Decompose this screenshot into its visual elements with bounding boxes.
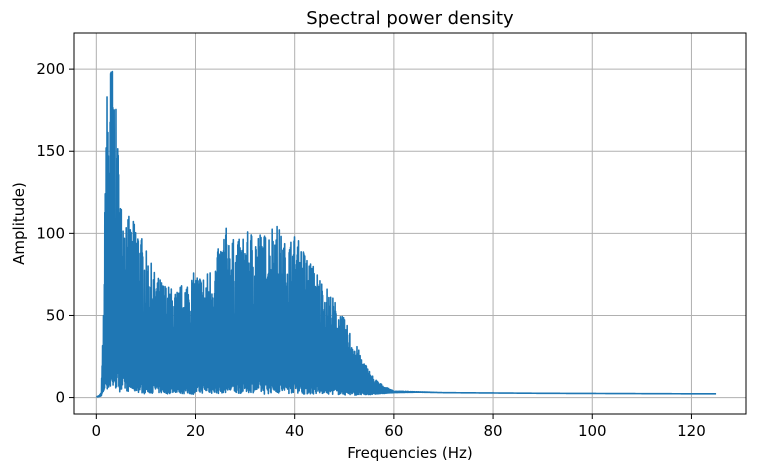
y-tick-label: 100 bbox=[36, 224, 65, 242]
tick-layer: 0 20 40 60 80 100 120 0 50 100 150 200 bbox=[36, 60, 705, 440]
y-tick-label: 150 bbox=[36, 142, 65, 160]
y-tick-label: 50 bbox=[46, 306, 65, 324]
plot-frame bbox=[73, 32, 747, 415]
x-axis-label: Frequencies (Hz) bbox=[347, 444, 472, 462]
x-tick-label: 40 bbox=[285, 422, 304, 440]
x-tick-label: 100 bbox=[578, 422, 607, 440]
data-layer bbox=[95, 70, 717, 398]
x-tick-label: 0 bbox=[92, 422, 102, 440]
grid-layer bbox=[74, 33, 746, 414]
y-axis-label: Amplitude) bbox=[10, 182, 28, 265]
x-tick-label: 120 bbox=[677, 422, 706, 440]
y-tick-label: 0 bbox=[55, 389, 65, 407]
chart-title: Spectral power density bbox=[306, 8, 514, 29]
x-tick-label: 20 bbox=[186, 422, 205, 440]
x-tick-label: 80 bbox=[484, 422, 503, 440]
spectrum-line bbox=[95, 70, 717, 398]
y-tick-label: 200 bbox=[36, 60, 65, 78]
x-tick-label: 60 bbox=[384, 422, 403, 440]
